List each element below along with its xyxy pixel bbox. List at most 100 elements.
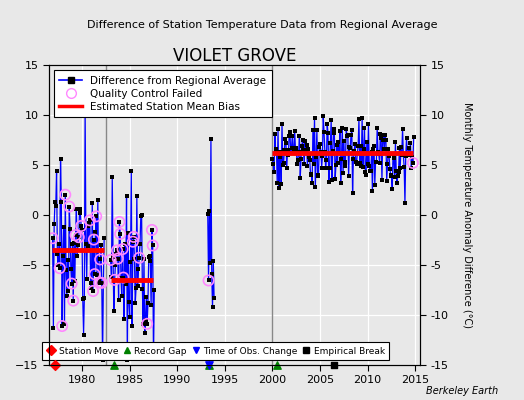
Point xyxy=(361,124,369,131)
Point xyxy=(374,149,382,155)
Point xyxy=(150,286,158,293)
Point xyxy=(405,145,413,151)
Point xyxy=(135,254,144,261)
Point xyxy=(114,256,122,262)
Point xyxy=(381,136,390,143)
Point xyxy=(336,180,345,186)
Point xyxy=(273,361,281,368)
Point xyxy=(289,150,297,156)
Point xyxy=(283,147,292,154)
Point xyxy=(206,260,214,266)
Point xyxy=(315,144,323,150)
Point xyxy=(86,217,94,224)
Point xyxy=(148,227,156,233)
Point xyxy=(297,156,305,162)
Point xyxy=(398,126,407,132)
Point xyxy=(139,321,147,327)
Point xyxy=(127,168,136,174)
Point xyxy=(307,171,315,178)
Point xyxy=(367,148,376,155)
Point xyxy=(366,168,374,174)
Point xyxy=(338,124,346,131)
Point xyxy=(383,161,391,167)
Point xyxy=(63,292,71,299)
Point xyxy=(73,252,81,259)
Point xyxy=(110,308,118,315)
Point xyxy=(401,199,409,206)
Point xyxy=(97,280,106,286)
Point xyxy=(288,133,297,139)
Point xyxy=(312,154,320,161)
Point xyxy=(65,203,73,210)
Point xyxy=(356,143,365,150)
Point xyxy=(401,153,410,159)
Point xyxy=(337,156,346,162)
Point xyxy=(295,133,303,140)
Point xyxy=(365,163,374,169)
Point xyxy=(331,176,340,182)
Point xyxy=(279,160,288,167)
Point xyxy=(69,298,78,304)
Point xyxy=(51,198,59,205)
Point xyxy=(379,132,388,138)
Point xyxy=(148,242,157,249)
Point xyxy=(58,323,67,329)
Point xyxy=(330,130,339,136)
Point xyxy=(145,253,154,260)
Point xyxy=(95,279,104,286)
Point xyxy=(377,135,385,141)
Point xyxy=(95,279,104,286)
Point xyxy=(347,132,355,138)
Point xyxy=(118,246,127,252)
Point xyxy=(376,130,385,137)
Point xyxy=(71,232,80,238)
Point xyxy=(122,281,130,288)
Point xyxy=(292,144,300,151)
Point xyxy=(100,235,108,241)
Point xyxy=(69,298,78,304)
Point xyxy=(117,293,126,299)
Point xyxy=(49,324,58,331)
Point xyxy=(373,125,381,131)
Point xyxy=(387,173,396,180)
Point xyxy=(356,160,364,166)
Point xyxy=(375,160,384,166)
Point xyxy=(344,173,353,180)
Point xyxy=(106,257,115,263)
Point xyxy=(375,151,383,157)
Point xyxy=(309,127,317,133)
Point xyxy=(322,157,331,163)
Point xyxy=(385,153,394,160)
Point xyxy=(370,181,379,188)
Point xyxy=(284,152,292,158)
Point xyxy=(91,271,99,277)
Point xyxy=(204,361,213,368)
Point xyxy=(61,192,70,198)
Point xyxy=(408,153,416,160)
Point xyxy=(66,226,74,232)
Point xyxy=(120,316,128,322)
Point xyxy=(324,178,333,185)
Point xyxy=(106,257,115,263)
Point xyxy=(84,242,92,249)
Point xyxy=(114,256,122,262)
Point xyxy=(48,235,57,242)
Point xyxy=(389,151,397,158)
Point xyxy=(148,242,157,249)
Point xyxy=(74,242,82,249)
Point xyxy=(372,158,380,165)
Text: Difference of Station Temperature Data from Regional Average: Difference of Station Temperature Data f… xyxy=(87,20,437,30)
Point xyxy=(351,141,359,147)
Point xyxy=(86,285,95,292)
Point xyxy=(63,257,72,264)
Point xyxy=(307,172,315,178)
Point xyxy=(268,156,277,162)
Point xyxy=(133,192,141,199)
Point xyxy=(142,294,150,300)
Point xyxy=(378,136,387,143)
Point xyxy=(91,271,99,277)
Point xyxy=(294,149,303,156)
Point xyxy=(390,155,398,161)
Point xyxy=(280,147,289,153)
Point xyxy=(59,252,67,259)
